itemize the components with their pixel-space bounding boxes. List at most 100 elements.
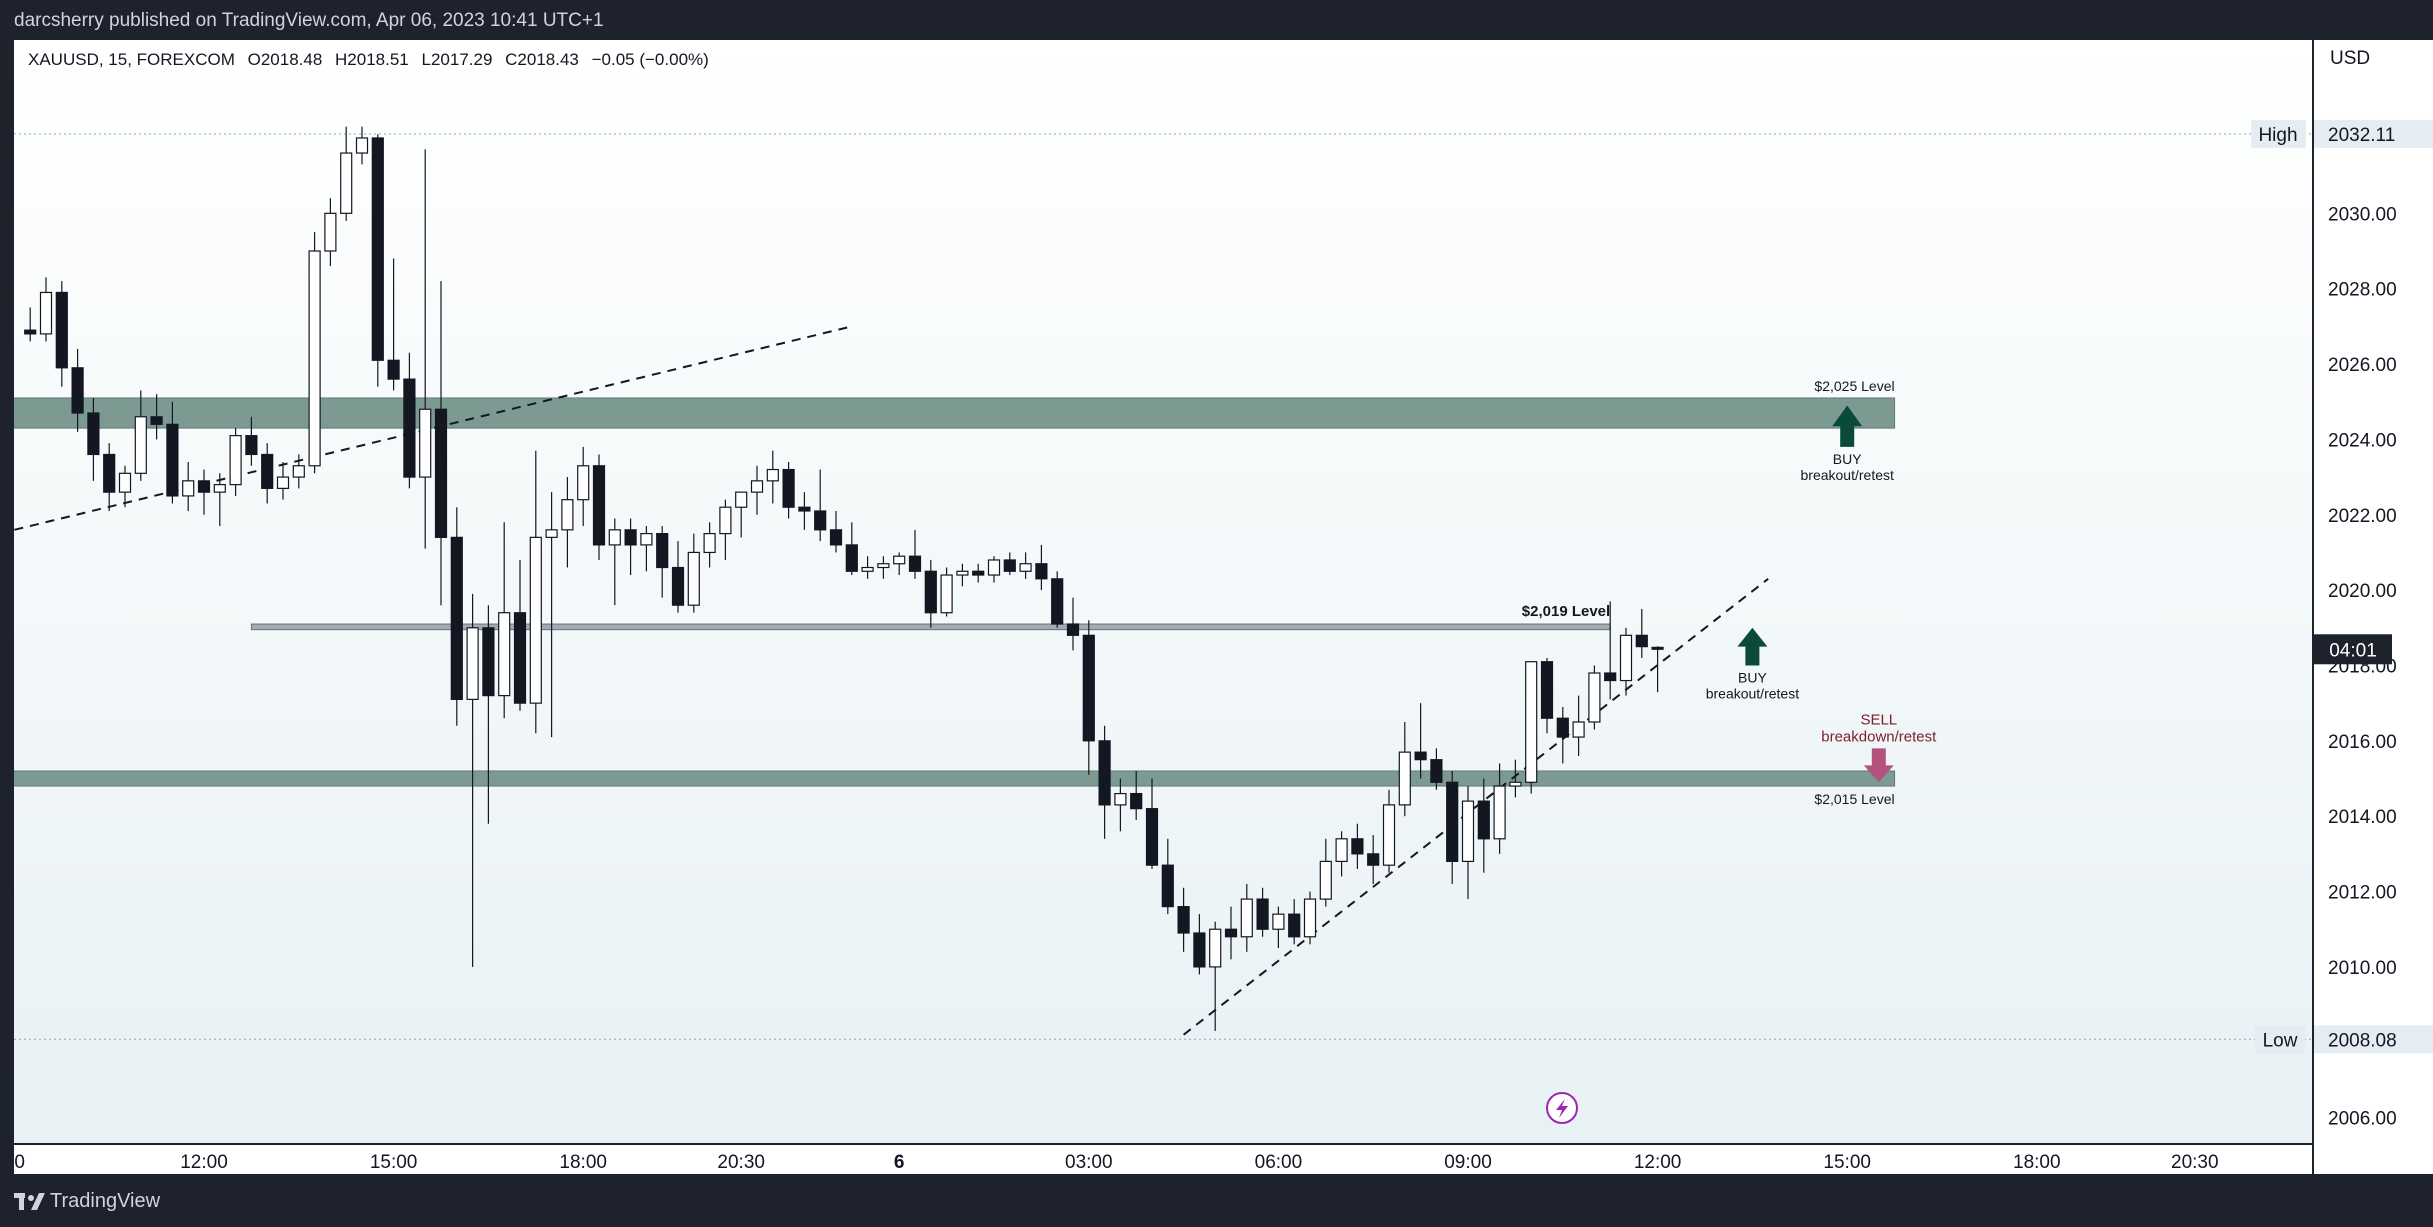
candle xyxy=(545,492,558,738)
lightning-bolt xyxy=(1556,1099,1568,1118)
candle-body xyxy=(1651,646,1664,650)
candle-body xyxy=(608,529,621,546)
low-value-label: 2008.08 xyxy=(2328,1030,2397,1051)
candle-body xyxy=(1161,864,1174,908)
candle xyxy=(908,529,922,579)
candle xyxy=(39,277,53,342)
candle xyxy=(782,462,795,519)
low-flag-label: Low xyxy=(2263,1030,2298,1051)
candle-body xyxy=(1572,721,1585,738)
candle-body xyxy=(1303,898,1317,938)
candle xyxy=(1509,759,1522,798)
candle xyxy=(1066,597,1080,651)
candle-body xyxy=(908,555,922,572)
candle-body xyxy=(782,468,795,508)
candle-body xyxy=(450,536,463,700)
candle xyxy=(1477,778,1490,873)
candle-body xyxy=(1619,634,1633,682)
zone-label: $2,025 Level xyxy=(1814,378,1894,394)
candle-body xyxy=(55,291,68,369)
candle xyxy=(640,526,653,572)
candle xyxy=(1209,921,1222,1031)
zone-rect[interactable] xyxy=(14,770,1896,787)
candle xyxy=(1256,887,1269,937)
time-tick-label: 20:30 xyxy=(2171,1152,2219,1173)
legend-symbol[interactable]: XAUUSD, 15, FOREXCOM xyxy=(28,50,235,69)
candle xyxy=(829,510,843,553)
candle-body xyxy=(798,506,811,512)
zone-rect[interactable] xyxy=(14,397,1896,429)
candle xyxy=(1240,884,1253,952)
candle xyxy=(608,518,621,606)
candle-body xyxy=(940,574,953,614)
candle-body xyxy=(924,570,937,614)
candle-body xyxy=(24,329,37,335)
candle-body xyxy=(1556,717,1569,738)
candlestick-chart[interactable]: $2,025 Level$2,015 Level$2,019 LevelBUYb… xyxy=(14,40,2312,1174)
candle-body xyxy=(1256,898,1269,930)
candle xyxy=(1604,601,1617,700)
low-flag xyxy=(2255,1025,2305,1054)
candle xyxy=(245,416,258,466)
candle-body xyxy=(276,476,290,489)
price-axis[interactable]: 2034.002032.002030.002028.002026.002024.… xyxy=(2312,40,2433,1174)
candle-body xyxy=(1635,634,1648,648)
candle xyxy=(118,465,132,508)
candle-body xyxy=(261,453,274,489)
annotation-subtitle: breakout/retest xyxy=(1706,685,1799,701)
candle xyxy=(1556,706,1569,764)
candle-body xyxy=(229,435,242,486)
candle-body xyxy=(829,529,843,546)
candle xyxy=(1588,665,1601,730)
candle-body xyxy=(87,412,100,456)
candle xyxy=(292,454,305,489)
time-tick-label: 6 xyxy=(894,1152,905,1173)
candle-body xyxy=(403,378,416,478)
candle-body xyxy=(1082,634,1095,742)
candle xyxy=(766,450,779,504)
candle-body xyxy=(719,506,732,535)
candle-body xyxy=(1382,804,1396,866)
candle-body xyxy=(1209,928,1222,968)
countdown-box xyxy=(2314,634,2392,665)
high-flag xyxy=(2251,119,2306,148)
candle xyxy=(1430,748,1443,790)
tradingview-brand[interactable]: TradingView xyxy=(14,1190,160,1213)
candle xyxy=(861,556,874,579)
trendline[interactable] xyxy=(1182,578,1769,1036)
candle xyxy=(529,450,542,734)
tradingview-logo-icon xyxy=(14,1192,45,1211)
candle-body xyxy=(340,152,353,214)
level-line-label: $2,019 Level xyxy=(1522,603,1610,620)
candle-body xyxy=(71,367,84,414)
candle-body xyxy=(1335,838,1348,863)
candle xyxy=(1319,838,1332,907)
candle xyxy=(355,126,369,165)
candle xyxy=(1572,695,1585,756)
candle-body xyxy=(371,137,384,361)
price-axis-scale[interactable]: 2034.002032.002030.002028.002026.002024.… xyxy=(2314,40,2433,1174)
candle-body xyxy=(292,465,305,478)
candle-body xyxy=(1351,838,1364,855)
candle-body xyxy=(1224,928,1238,938)
annotation-title: SELL xyxy=(1860,711,1897,728)
candle-body xyxy=(1177,906,1190,934)
time-tick-label: 12:00 xyxy=(1634,1152,1682,1173)
candle-body xyxy=(324,212,337,252)
candle xyxy=(24,307,37,342)
time-axis-background[interactable] xyxy=(14,1145,2312,1174)
candle-body xyxy=(513,612,527,704)
currency-label[interactable]: USD xyxy=(2330,48,2371,69)
price-tick-label: 2016.00 xyxy=(2328,732,2397,753)
candle-body xyxy=(956,570,969,576)
time-tick-label: 15:00 xyxy=(370,1152,418,1173)
candle xyxy=(434,281,448,606)
candle xyxy=(1635,608,1648,658)
chart-pane[interactable]: $2,025 Level $2,015 Level $2,019 Level BUY b… xyxy=(14,40,2312,1174)
candle xyxy=(1619,627,1633,696)
candle xyxy=(1051,571,1064,628)
candle xyxy=(893,552,906,576)
candle xyxy=(466,593,479,967)
price-tick-label: 2006.00 xyxy=(2328,1109,2397,1130)
candle-body xyxy=(150,416,163,425)
